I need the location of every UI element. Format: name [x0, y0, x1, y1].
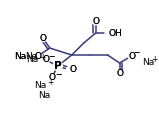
- Circle shape: [48, 74, 55, 81]
- Text: −: −: [48, 53, 54, 61]
- Circle shape: [66, 66, 73, 73]
- Text: O: O: [42, 55, 49, 65]
- Circle shape: [39, 35, 46, 42]
- Text: O: O: [92, 17, 99, 26]
- Text: P: P: [54, 61, 62, 71]
- Text: OH: OH: [109, 29, 122, 38]
- Text: O: O: [92, 17, 99, 26]
- Text: +: +: [151, 55, 158, 65]
- Text: −: −: [55, 70, 61, 79]
- Circle shape: [116, 70, 123, 77]
- Text: O: O: [116, 70, 123, 78]
- Text: Na: Na: [25, 52, 37, 61]
- Circle shape: [105, 30, 112, 37]
- Text: O: O: [128, 52, 135, 61]
- Text: Na: Na: [142, 59, 155, 67]
- Text: −: −: [48, 53, 54, 61]
- Text: O: O: [48, 73, 55, 82]
- Text: Na: Na: [14, 52, 26, 61]
- Text: O: O: [42, 55, 49, 65]
- Text: Na: Na: [14, 52, 26, 61]
- Text: −: −: [134, 48, 140, 57]
- Text: O: O: [70, 65, 77, 74]
- Text: O: O: [34, 52, 41, 61]
- Text: O: O: [39, 34, 46, 43]
- Text: O: O: [70, 65, 77, 74]
- Text: O: O: [128, 52, 135, 61]
- Circle shape: [53, 61, 62, 70]
- Text: O: O: [34, 52, 41, 61]
- Circle shape: [92, 18, 99, 25]
- Circle shape: [34, 53, 41, 59]
- Text: +: +: [47, 78, 53, 87]
- Text: −: −: [55, 70, 61, 79]
- Text: O: O: [116, 70, 123, 78]
- Text: +: +: [39, 53, 45, 61]
- Text: P: P: [54, 61, 62, 71]
- Text: Na: Na: [26, 55, 38, 65]
- Circle shape: [128, 53, 135, 59]
- Circle shape: [42, 57, 49, 63]
- Text: O: O: [48, 73, 55, 82]
- Text: OH: OH: [109, 29, 122, 38]
- Text: Na: Na: [34, 81, 46, 90]
- Text: O: O: [39, 34, 46, 43]
- Text: −: −: [134, 48, 140, 57]
- Text: Na: Na: [38, 91, 50, 100]
